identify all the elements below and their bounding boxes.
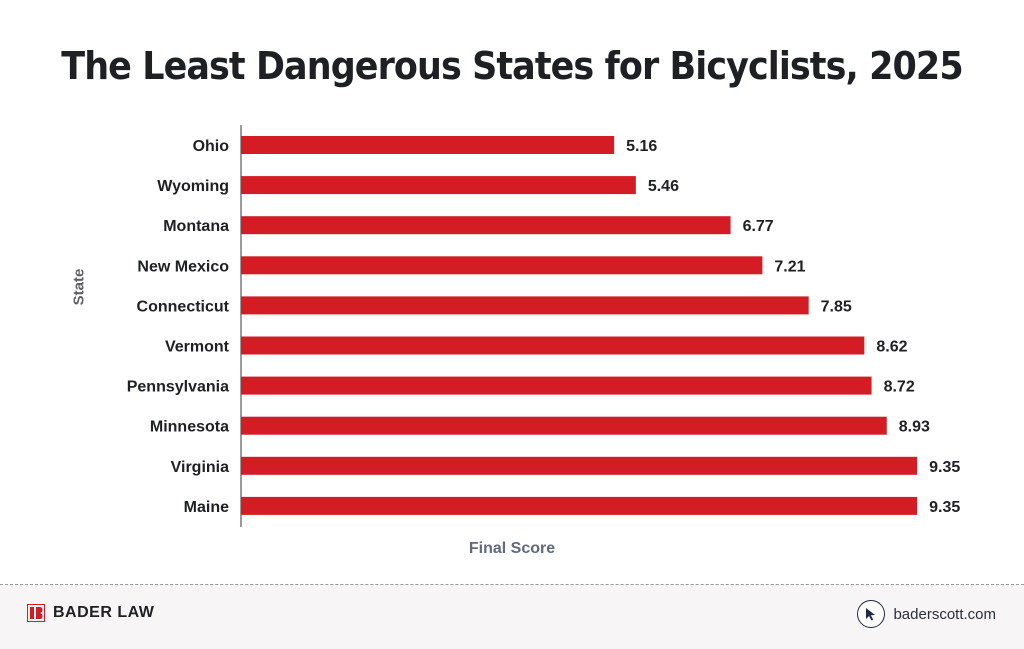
bar [241, 496, 918, 515]
footer: BADER LAW baderscott.com [0, 584, 1024, 649]
tick-label: Maine [184, 499, 229, 516]
data-label: 9.35 [929, 499, 960, 516]
tick-label: Pennsylvania [127, 379, 229, 396]
data-label: 8.72 [884, 379, 915, 396]
tick-label: New Mexico [137, 258, 229, 275]
chart-title: The Least Dangerous States for Bicyclist… [61, 44, 963, 88]
bar [241, 296, 809, 315]
x-axis-label: Final Score [468, 540, 556, 557]
tick-label: Minnesota [150, 419, 229, 436]
data-label: 6.77 [743, 218, 774, 235]
bar [241, 176, 636, 195]
data-label: 7.85 [821, 298, 852, 315]
bar [241, 336, 865, 355]
bader-law-logo-icon [27, 604, 45, 622]
tick-label: Ohio [193, 138, 230, 155]
brand-name: BADER LAW [53, 604, 155, 621]
data-label: 8.93 [899, 419, 930, 436]
bar [241, 136, 615, 154]
bar [241, 256, 763, 275]
website-link[interactable]: baderscott.com [857, 600, 996, 628]
tick-label: Virginia [171, 459, 229, 476]
data-label: 9.35 [929, 459, 960, 476]
tick-label: Wyoming [157, 178, 229, 195]
brand-logo[interactable]: BADER LAW [27, 604, 154, 622]
tick-label: Connecticut [137, 298, 230, 315]
bar [241, 456, 918, 475]
data-label: 5.16 [626, 138, 657, 155]
website-url: baderscott.com [893, 605, 996, 623]
cursor-icon [857, 600, 886, 628]
bar [241, 376, 872, 395]
data-label: 5.46 [648, 178, 679, 195]
tick-label: Montana [163, 218, 229, 235]
data-label: 7.21 [774, 258, 805, 275]
bar [241, 216, 731, 235]
data-label: 8.62 [876, 339, 907, 356]
tick-label: Vermont [165, 339, 230, 356]
bar [241, 416, 887, 435]
